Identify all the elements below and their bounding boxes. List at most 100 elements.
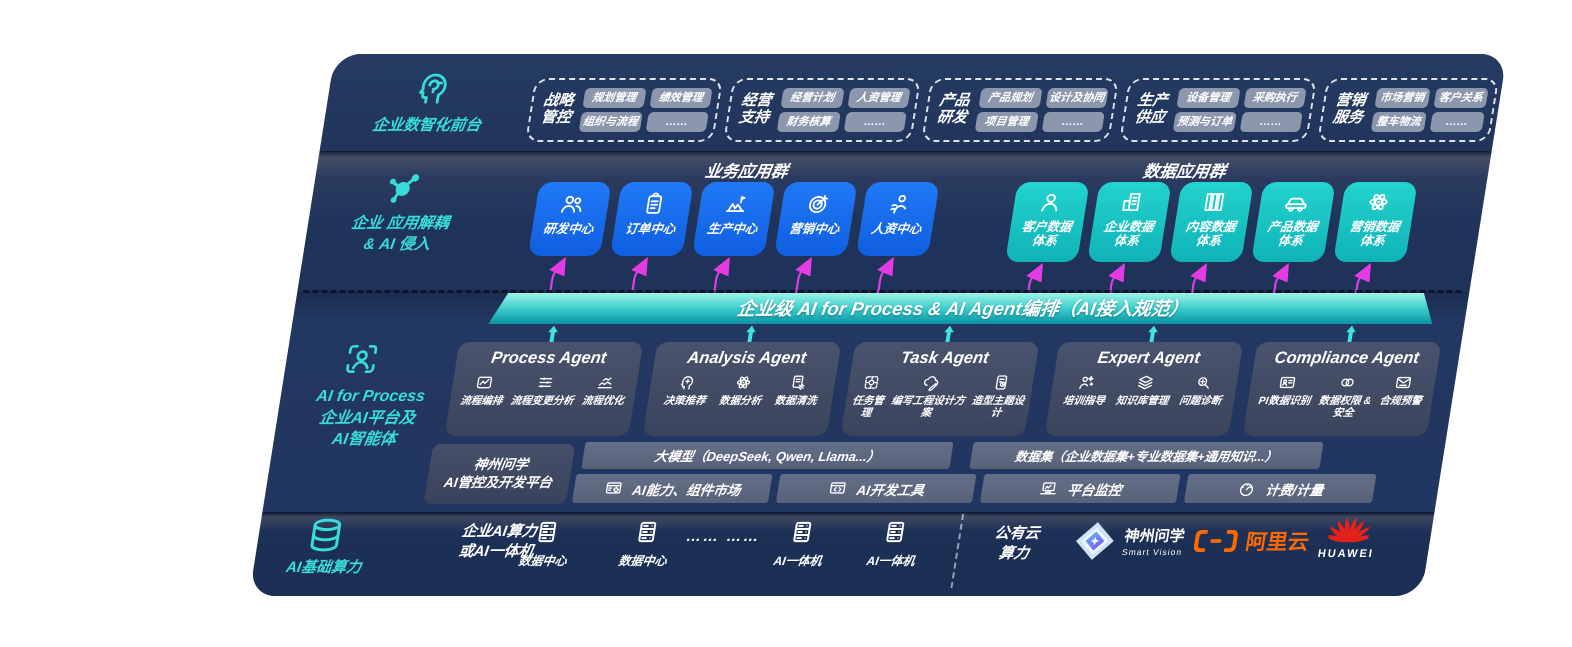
agent-item: 数据分析 <box>718 373 765 407</box>
data-tile-enterprise: 企业数据 体系 <box>1087 182 1172 262</box>
public-cloud-line1: 公有云 <box>993 525 1041 542</box>
smartvision-text: 神州问学 Smart Vision <box>1121 525 1186 557</box>
tile-label: 营销数据 体系 <box>1348 220 1401 249</box>
platform-label-card: 神州问学 AI管控及开发平台 <box>423 444 576 504</box>
chip: 经营计划 <box>780 88 845 108</box>
doc-clean-icon <box>787 373 809 392</box>
agent-item-label: 流程优化 <box>580 395 625 407</box>
brain-head-icon <box>410 65 457 111</box>
group-title: 营销 服务 <box>1328 92 1369 127</box>
smartvision-diamond-icon <box>1075 522 1114 560</box>
clipboard-icon <box>639 191 669 217</box>
chip: …… <box>645 112 709 132</box>
tool-bar-platform-monitoring: 平台监控 <box>979 474 1181 503</box>
chip: …… <box>1041 112 1105 132</box>
group-title-line: 生产 <box>1136 92 1169 110</box>
agent-item-label: 任务管理 <box>851 395 885 420</box>
agent-item-label: 编写工程设计方案 <box>890 395 966 420</box>
agent-item-label: 造型主题设计 <box>970 395 1026 420</box>
gauge-icon <box>1235 479 1257 498</box>
agent-item-label: 问题诊断 <box>1178 395 1223 407</box>
agent-items: PI数据识别 数据权限 & 安全 合规预警 <box>1245 373 1436 419</box>
group-chips: 规划管理 绩效管理 组织与流程 …… <box>578 88 713 132</box>
layers-icon <box>1134 373 1156 392</box>
server-icon <box>879 518 911 546</box>
tile-label: 内容数据 体系 <box>1184 220 1237 249</box>
group-title-line: 服务 <box>1331 109 1365 126</box>
mail-alert-icon <box>1393 373 1415 392</box>
cloud-edit-icon <box>920 373 942 392</box>
training-icon <box>1076 373 1098 392</box>
agent-item-label: PI数据识别 <box>1257 395 1312 407</box>
architecture-panel: 企业数智化前台 战略 管控 规划管理 绩效管理 组织与流程 …… 经营 支持 经营计… <box>249 54 1507 596</box>
books-icon <box>1200 189 1230 215</box>
compliance-agent-card: Compliance Agent PI数据识别 数据权限 & 安全 合规预警 <box>1242 342 1442 436</box>
molecule-icon <box>378 166 429 210</box>
front-group-business-support: 经营 支持 经营计划 人资管理 财务核算 …… <box>723 78 922 142</box>
agent-item-label: 数据分析 <box>718 395 762 407</box>
window-gear-icon <box>602 479 624 498</box>
group-chips: 产品规划 设计及协同 项目管理 …… <box>974 88 1109 132</box>
server-icon <box>531 518 563 546</box>
hr-person-icon <box>885 191 915 217</box>
factory-icon <box>721 191 751 217</box>
agent-title: Expert Agent <box>1096 349 1202 367</box>
platform-label-line1: 神州问学 <box>472 456 530 472</box>
optimize-icon <box>595 373 617 392</box>
decoupling-label: 企业 应用解耦 & AI 侵入 <box>303 214 494 256</box>
building-icon <box>1118 189 1148 215</box>
target-icon <box>803 191 833 217</box>
team-icon <box>557 191 587 217</box>
node-label: AI一体机 <box>772 554 823 568</box>
agent-item: 问题诊断 <box>1178 373 1225 407</box>
tablet-design-icon <box>990 373 1012 392</box>
aliyun-name: 阿里云 <box>1243 531 1311 554</box>
huawei-flower-icon <box>1327 517 1373 543</box>
chip: 产品规划 <box>978 88 1043 108</box>
server-icon <box>786 518 818 546</box>
tile-label: 人资中心 <box>870 222 923 236</box>
chip: …… <box>843 112 907 132</box>
expert-agent-card: Expert Agent 培训指导 知识库管理 问题诊断 <box>1044 342 1244 436</box>
front-group-product-rd: 产品 研发 产品规划 设计及协同 项目管理 …… <box>921 78 1120 142</box>
dataset-bar: 数据集（企业数据集+专业数据集+通用知识...） <box>969 442 1324 469</box>
tool-bar-label: 平台监控 <box>1066 482 1123 498</box>
group-title-line: 经营 <box>740 92 773 110</box>
agent-item: 决策推荐 <box>663 373 710 407</box>
agent-title: Process Agent <box>489 349 608 367</box>
group-title-line: 战略 <box>542 92 575 110</box>
agent-title: Analysis Agent <box>686 349 808 367</box>
process-agent-card: Process Agent 流程编排 流程变更分析 流程优化 <box>444 342 644 436</box>
smartvision-name: 神州问学 <box>1123 528 1186 545</box>
id-card-icon <box>1276 373 1298 392</box>
data-tile-product: 产品数据 体系 <box>1251 182 1336 262</box>
front-group-marketing-service: 营销 服务 市场营销 客户关系 整车物流 …… <box>1317 78 1500 142</box>
scan-person-icon <box>340 340 384 378</box>
decoupling-label-line1: 企业 应用解耦 <box>350 215 451 232</box>
smartvision-subtitle: Smart Vision <box>1121 547 1183 557</box>
task-agent-card: Task Agent 任务管理 编写工程设计方案 造型主题设计 <box>840 342 1040 436</box>
agent-item: 编写工程设计方案 <box>885 373 972 419</box>
data-apps-heading: 数据应用群 <box>1141 163 1227 181</box>
smartvision-logo: 神州问学 Smart Vision <box>1071 520 1188 562</box>
agent-item-label: 数据清洗 <box>773 395 818 407</box>
head-idea-icon <box>676 373 698 392</box>
tool-bar-ai-dev-tools: AI开发工具 <box>775 474 977 503</box>
huawei-logo: HUAWEI <box>1317 512 1381 560</box>
chip: 财务核算 <box>776 112 841 132</box>
aliyun-bracket-icon <box>1193 530 1238 552</box>
business-apps-heading: 业务应用群 <box>703 163 789 181</box>
node-label: 数据中心 <box>517 554 568 568</box>
infra-node-ai-appliance-2: AI一体机 <box>847 518 939 569</box>
agent-item: 数据清洗 <box>774 373 821 407</box>
sliders-icon <box>534 373 556 392</box>
app-tile-hr-center: 人资中心 <box>856 182 940 256</box>
chip: 设计及协同 <box>1044 88 1109 108</box>
agent-item: 流程编排 <box>459 373 506 407</box>
server-icon <box>631 518 663 546</box>
agent-item: 流程变更分析 <box>510 373 578 407</box>
tile-label: 研发中心 <box>542 222 595 236</box>
agent-item-label: 流程变更分析 <box>509 395 575 407</box>
person-icon <box>1036 189 1066 215</box>
link-circles-icon <box>1337 373 1359 392</box>
